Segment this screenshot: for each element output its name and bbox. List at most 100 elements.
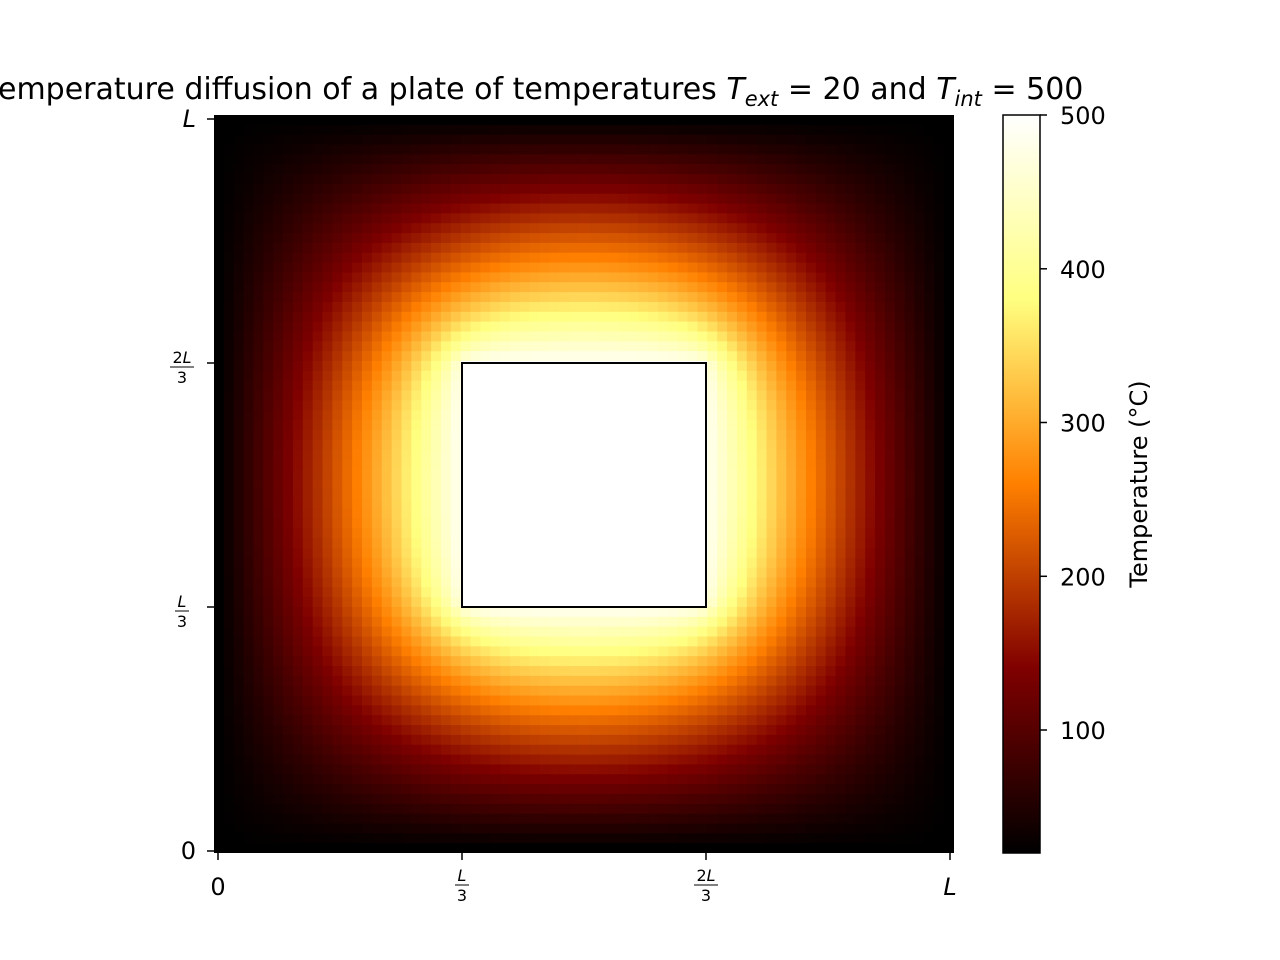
heatmap-cell [480,311,491,323]
heatmap-cell [687,626,699,638]
heatmap-cell [914,311,925,323]
heatmap-cell [322,144,333,155]
heatmap-cell [243,557,255,569]
heatmap-cell [894,361,906,372]
heatmap-cell [391,528,403,539]
heatmap-cell [786,508,797,520]
heatmap-cell [283,292,294,303]
heatmap-cell [934,538,945,549]
heatmap-cell [875,134,886,146]
heatmap-cell [845,262,856,274]
heatmap-cell [312,301,324,313]
heatmap-cell [480,272,491,283]
heatmap-cell [756,518,768,529]
heatmap-cell [806,351,817,362]
heatmap-cell [658,626,669,638]
heatmap-cell [302,685,314,697]
heatmap-cell [214,449,225,460]
heatmap-cell [717,115,728,126]
heatmap-cell [223,439,235,451]
heatmap-cell [539,272,551,283]
heatmap-cell [894,479,906,490]
heatmap-cell [421,547,432,559]
heatmap-cell [579,144,590,155]
heatmap-cell [440,351,452,362]
heatmap-cell [865,557,876,569]
heatmap-cell [894,272,906,283]
heatmap-cell [608,616,620,628]
heatmap-cell [223,370,235,382]
heatmap-cell [667,262,679,274]
heatmap-cell [618,685,629,697]
heatmap-cell [391,183,403,195]
heatmap-cell [283,370,294,382]
heatmap-cell [283,449,294,460]
heatmap-cell [549,124,560,136]
heatmap-cell [569,233,580,244]
heatmap-cell [638,341,649,352]
heatmap-cell [638,223,649,234]
heatmap-cell [362,203,373,214]
heatmap-cell [549,134,560,146]
heatmap-cell [539,174,551,185]
heatmap-cell [450,341,462,352]
heatmap-cell [825,203,837,214]
heatmap-cell [667,301,679,313]
heatmap-cell [549,725,560,736]
heatmap-cell [273,557,284,569]
heatmap-cell [746,233,758,244]
heatmap-cell [736,675,748,687]
heatmap-cell [342,764,353,775]
heatmap-cell [322,311,333,323]
heatmap-cell [608,666,620,677]
heatmap-cell [717,380,728,392]
heatmap-cell [549,734,560,746]
heatmap-cell [875,311,886,323]
heatmap-cell [825,223,837,234]
heatmap-cell [796,587,807,598]
heatmap-cell [381,341,393,352]
heatmap-cell [875,321,886,333]
heatmap-cell [835,183,847,195]
heatmap-cell [263,203,274,214]
heatmap-cell [658,734,669,746]
heatmap-cell [312,646,324,657]
heatmap-cell [736,607,748,618]
heatmap-cell [845,361,856,372]
heatmap-cell [569,764,580,775]
heatmap-cell [727,498,738,510]
heatmap-cell [835,262,847,274]
heatmap-cell [431,380,442,392]
heatmap-cell [707,725,718,736]
heatmap-cell [786,646,797,657]
heatmap-cell [786,311,797,323]
heatmap-cell [924,331,935,342]
heatmap-cell [322,439,333,451]
heatmap-cell [322,390,333,401]
heatmap-cell [875,370,886,382]
heatmap-cell [569,282,580,293]
heatmap-cell [391,390,403,401]
heatmap-cell [263,361,274,372]
heatmap-cell [431,292,442,303]
heatmap-cell [283,646,294,657]
heatmap-cell [450,252,462,264]
heatmap-cell [776,656,787,667]
heatmap-cell [401,410,412,421]
heatmap-cell [312,597,324,608]
heatmap-cell [510,301,521,313]
heatmap-cell [253,115,264,126]
heatmap-cell [697,124,708,136]
heatmap-cell [440,223,452,234]
heatmap-cell [875,272,886,283]
heatmap-cell [815,754,827,766]
heatmap-cell [815,213,827,224]
heatmap-cell [480,124,491,136]
heatmap-cell [924,262,935,274]
heatmap-cell [608,183,620,195]
heatmap-cell [894,675,906,687]
heatmap-cell [825,557,837,569]
heatmap-cell [371,528,383,539]
heatmap-cell [845,420,856,431]
heatmap-cell [756,626,768,638]
